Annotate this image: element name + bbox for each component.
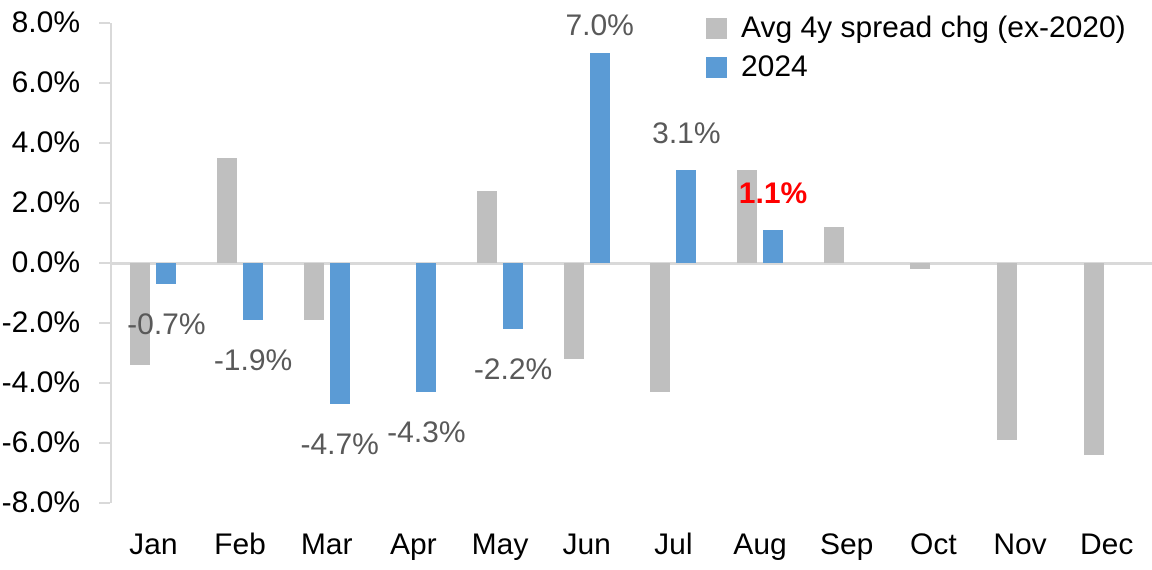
x-axis-label-oct: Oct <box>909 528 957 561</box>
bar-2024-feb <box>243 263 263 320</box>
bar-avg-aug <box>737 170 757 263</box>
y-axis-label-4: 0.0% <box>11 246 80 279</box>
bar-2024-mar <box>329 263 350 404</box>
y-axis-tick-2 <box>99 142 110 144</box>
y-axis-label-6: -4.0% <box>1 366 80 399</box>
bar-2024-apr <box>416 263 437 392</box>
legend-swatch-2024-icon <box>706 56 727 78</box>
legend-swatch-avg-spread-icon <box>706 17 727 39</box>
x-axis-label-jan: Jan <box>129 528 178 561</box>
x-axis-label-dec: Dec <box>1079 528 1134 561</box>
y-axis-tick-3 <box>99 202 110 204</box>
bar-avg-jun <box>563 263 584 359</box>
x-axis-label-apr: Apr <box>389 528 437 561</box>
y-axis-label-2: 4.0% <box>11 126 80 159</box>
legend-item-avg-spread: Avg 4y spread chg (ex-2020) <box>706 11 1126 44</box>
data-label-apr: -4.3% <box>387 416 466 449</box>
x-axis-label-may: May <box>471 528 529 561</box>
bar-avg-jul <box>650 263 671 392</box>
x-axis-label-mar: Mar <box>300 528 353 561</box>
x-axis-label-jun: Jun <box>562 528 611 561</box>
x-axis-label-feb: Feb <box>214 528 266 561</box>
y-axis-tick-5 <box>99 322 110 324</box>
y-axis-label-7: -6.0% <box>1 426 80 459</box>
bar-2024-aug <box>763 230 783 263</box>
data-label-jun: 7.0% <box>565 9 634 42</box>
y-axis-tick-1 <box>99 82 110 84</box>
bar-avg-nov <box>997 263 1017 440</box>
y-axis-tick-7 <box>99 442 110 444</box>
bar-avg-jan <box>130 263 151 365</box>
y-axis-label-1: 6.0% <box>11 66 80 99</box>
y-axis-label-0: 8.0% <box>11 6 80 39</box>
bar-avg-dec <box>1083 263 1104 455</box>
y-axis-tick-0 <box>99 22 110 24</box>
bar-avg-sep <box>823 227 844 263</box>
y-axis-label-8: -8.0% <box>1 486 80 519</box>
legend-label-2024: 2024 <box>741 50 808 83</box>
bar-avg-may <box>477 191 497 263</box>
y-axis-label-5: -2.0% <box>1 306 80 339</box>
data-label-feb: -1.9% <box>213 344 293 377</box>
x-axis-label-nov: Nov <box>993 528 1047 561</box>
y-axis-tick-6 <box>99 382 110 384</box>
bar-2024-may <box>503 263 523 329</box>
x-axis-label-aug: Aug <box>733 528 787 561</box>
zero-gridline <box>110 262 1152 265</box>
legend: Avg 4y spread chg (ex-2020) 2024 <box>706 11 1126 83</box>
data-label-jan: -0.7% <box>127 308 206 341</box>
y-axis-tick-4 <box>99 262 110 264</box>
data-label-jul: 3.1% <box>652 117 721 150</box>
data-label-mar: -4.7% <box>300 428 379 461</box>
y-axis-tick-8 <box>99 502 110 504</box>
y-axis-label-3: 2.0% <box>11 186 80 219</box>
data-label-aug: 1.1% <box>738 177 808 210</box>
bar-avg-mar <box>303 263 324 320</box>
bar-avg-oct <box>910 263 931 269</box>
x-axis-label-jul: Jul <box>654 528 693 561</box>
x-axis-label-sep: Sep <box>819 528 874 561</box>
data-label-may: -2.2% <box>473 353 553 386</box>
legend-label-avg-spread: Avg 4y spread chg (ex-2020) <box>741 11 1126 44</box>
legend-item-2024: 2024 <box>706 50 1126 83</box>
bar-2024-jun <box>589 53 610 263</box>
bar-avg-feb <box>217 158 237 263</box>
bar-2024-jul <box>676 170 697 263</box>
bar-2024-jan <box>156 263 177 284</box>
